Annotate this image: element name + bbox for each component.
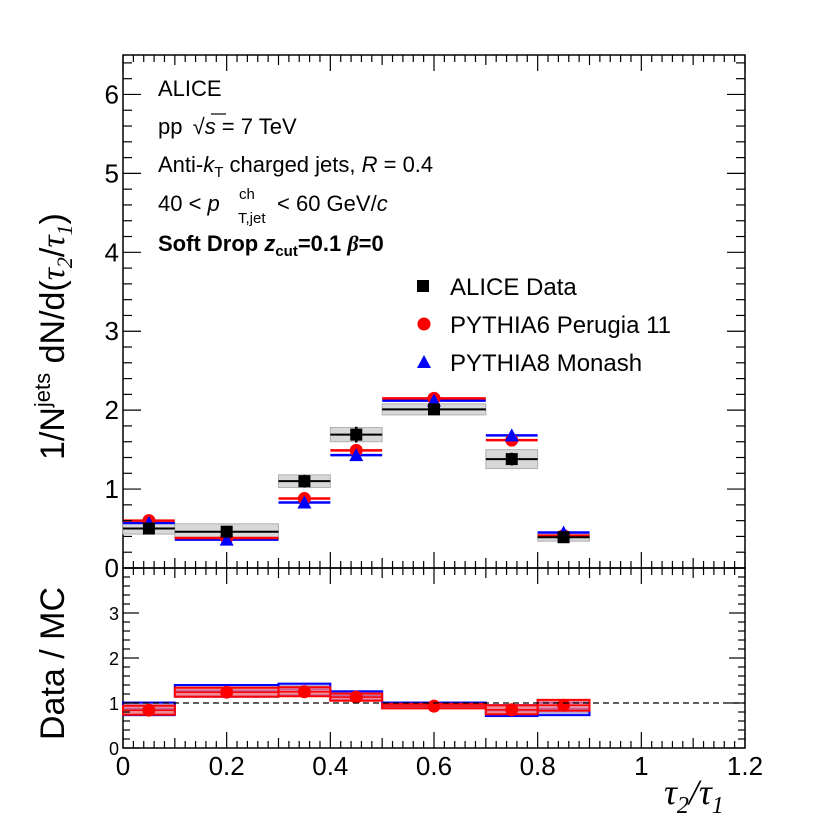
ratio-y-tick-label: 3 xyxy=(109,604,119,624)
ratio-plot-axes: 0 1 2 3 0 0.2 0.4 0.6 0.8 1 1.2 xyxy=(109,567,763,781)
x-tick-label: 0.4 xyxy=(312,751,348,781)
pt-subscript: T,jet xyxy=(238,210,266,227)
x-tick-label: 1.2 xyxy=(727,751,763,781)
x-tick-label: 1 xyxy=(634,751,648,781)
legend-marker-pythia8 xyxy=(417,355,431,368)
legend-label-pythia8: PYTHIA8 Monash xyxy=(450,350,642,377)
systematic-uncertainty-boxes xyxy=(122,403,591,542)
legend-marker-pythia6 xyxy=(417,317,431,331)
ratio-point-pythia6 xyxy=(220,685,234,699)
ratio-point-pythia6 xyxy=(349,690,363,704)
ratio-y-tick-label: 2 xyxy=(109,649,119,669)
data-point xyxy=(505,453,518,466)
data-point xyxy=(298,475,311,488)
ratio-y-axis-label: Data / MC xyxy=(34,587,72,740)
ratio-point-pythia6 xyxy=(505,703,519,717)
legend-label-alice-data: ALICE Data xyxy=(450,274,577,301)
ratio-point-pythia6 xyxy=(557,698,571,712)
pt-range-label: 40 < p xyxy=(158,191,220,216)
x-tick-label: 0.2 xyxy=(209,751,245,781)
ratio-plot-frame xyxy=(122,567,746,749)
data-point xyxy=(557,531,570,544)
legend-label-pythia6: PYTHIA6 Perugia 11 xyxy=(450,312,671,339)
x-tick-label: 0.6 xyxy=(416,751,452,781)
data-series xyxy=(123,403,590,544)
x-tick-label: 0 xyxy=(116,751,130,781)
legend: ALICE Data PYTHIA6 Perugia 11 PYTHIA8 Mo… xyxy=(417,274,671,377)
pythia8-point xyxy=(504,428,519,442)
data-point xyxy=(220,525,233,538)
soft-drop-label: Soft Drop zcut=0.1 β=0 xyxy=(158,231,384,260)
ratio-plot-panel: 0 1 2 3 0 0.2 0.4 0.6 0.8 1 1.2 Data / MC τ2/τ1 xyxy=(34,567,763,816)
y-tick-label: 6 xyxy=(105,79,119,109)
energy-label: pp √s = 7 TeV xyxy=(158,114,297,139)
y-tick-label: 2 xyxy=(105,395,119,425)
pythia8-point xyxy=(349,448,364,462)
experiment-label: ALICE xyxy=(158,76,222,101)
jet-definition-label: Anti-kT charged jets, R = 0.4 xyxy=(158,152,433,181)
main-plot-axes: 0 1 2 3 4 5 6 xyxy=(105,55,746,583)
ratio-y-tick-label: 1 xyxy=(109,694,119,714)
y-tick-label: 3 xyxy=(105,316,119,346)
pythia8-point xyxy=(297,495,312,509)
legend-marker-alice-data xyxy=(417,280,429,292)
y-tick-label: 4 xyxy=(105,237,119,267)
data-point xyxy=(142,522,155,535)
y-tick-label: 1 xyxy=(105,474,119,504)
pt-range-tail: < 60 GeV/c xyxy=(277,191,388,216)
data-point xyxy=(428,403,440,416)
ratio-point-pythia6 xyxy=(427,699,441,713)
data-point xyxy=(350,428,363,441)
pt-superscript: ch xyxy=(239,186,255,203)
ratio-point-pythia6 xyxy=(297,685,311,699)
ratio-point-pythia6 xyxy=(142,703,156,717)
y-tick-label: 5 xyxy=(105,158,119,188)
main-y-axis-label: 1/Njets dN/d(τ2/τ1) xyxy=(30,213,77,460)
y-tick-label: 0 xyxy=(105,553,119,583)
x-axis-label: τ2/τ1 xyxy=(664,772,724,816)
x-tick-label: 0.8 xyxy=(520,751,556,781)
ratio-y-tick-label: 0 xyxy=(109,739,119,759)
main-plot-panel: 0 1 2 3 4 5 6 ALICE pp √s = 7 TeV Anti-kT char… xyxy=(30,54,746,583)
pythia8-point xyxy=(219,532,234,546)
